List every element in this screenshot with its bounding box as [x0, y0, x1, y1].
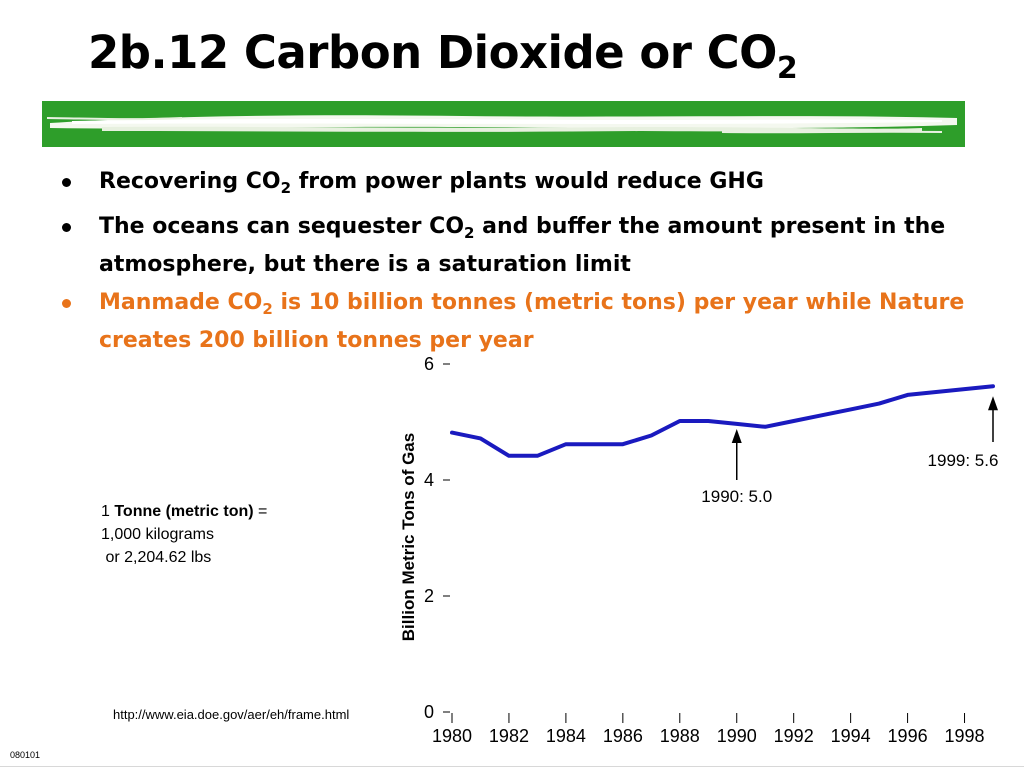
y-axis-label: Billion Metric Tons of Gas	[399, 433, 418, 641]
x-tick-label: 1988	[660, 726, 700, 746]
bullet-list: Recovering CO2 from power plants would r…	[62, 166, 982, 363]
y-tick-label: 6	[424, 354, 434, 374]
bullet-text: The oceans can sequester CO	[99, 214, 465, 239]
tonne-term: Tonne (metric ton)	[114, 503, 254, 520]
x-tick-label: 1992	[774, 726, 814, 746]
slide-title: 2b.12 Carbon Dioxide or CO2	[88, 26, 798, 86]
annotation-arrowhead-icon	[731, 429, 742, 443]
x-tick-label: 1986	[603, 726, 643, 746]
bullet-text: from power plants would reduce GHG	[291, 169, 764, 194]
bullet-dot-icon	[62, 223, 71, 232]
bullet-text: Manmade CO	[99, 290, 263, 315]
tonne-kilograms: 1,000 kilograms	[101, 526, 214, 543]
slide-code: 080101	[10, 750, 41, 760]
bullet-dot-icon	[62, 178, 71, 187]
bullet-dot-icon	[62, 299, 71, 308]
bullet-text: is 10 billion tonnes (metric tons) per y…	[99, 290, 965, 353]
tonne-pounds: or 2,204.62 lbs	[101, 549, 212, 566]
x-tick-label: 1984	[546, 726, 586, 746]
x-tick-label: 1996	[888, 726, 928, 746]
co2-line-chart: Billion Metric Tons of Gas 0 2 4 6 1980 1982 19…	[399, 354, 999, 746]
x-tick-label: 1994	[831, 726, 871, 746]
x-tick-label: 1990	[717, 726, 757, 746]
bullet-text: and buffer the amount present in the atm…	[99, 214, 946, 277]
bullet-item: Manmade CO2 is 10 billion tonnes (metric…	[62, 287, 982, 356]
x-tick-label: 1982	[489, 726, 529, 746]
x-tick-label: 1980	[432, 726, 472, 746]
subscript-2: 2	[280, 179, 292, 197]
annotation-label: 1999: 5.6	[928, 451, 999, 470]
source-url: http://www.eia.doe.gov/aer/eh/frame.html	[113, 707, 350, 722]
annotation-arrowhead-icon	[988, 396, 998, 411]
x-tick-label: 1998	[945, 726, 985, 746]
y-tick-label: 4	[424, 470, 434, 490]
subscript-2: 2	[464, 224, 475, 242]
co2-series-line	[450, 384, 995, 458]
y-tick-label: 2	[424, 586, 434, 606]
bullet-text: Recovering CO	[99, 169, 281, 194]
footer-rule	[0, 766, 1024, 767]
bullet-item: Recovering CO2 from power plants would r…	[62, 166, 982, 204]
y-tick-label: 0	[424, 702, 434, 722]
bullet-item: The oceans can sequester CO2 and buffer …	[62, 211, 982, 280]
tonne-note: 1 Tonne (metric ton) = 1,000 kilograms o…	[101, 500, 267, 569]
annotation-label: 1990: 5.0	[701, 487, 772, 506]
green-brush-divider	[42, 101, 965, 147]
tonne-suffix: =	[253, 503, 268, 520]
title-subscript: 2	[776, 51, 798, 86]
tonne-prefix: 1	[101, 503, 115, 520]
title-main: 2b.12 Carbon Dioxide or CO	[88, 26, 777, 79]
subscript-2: 2	[262, 300, 273, 318]
